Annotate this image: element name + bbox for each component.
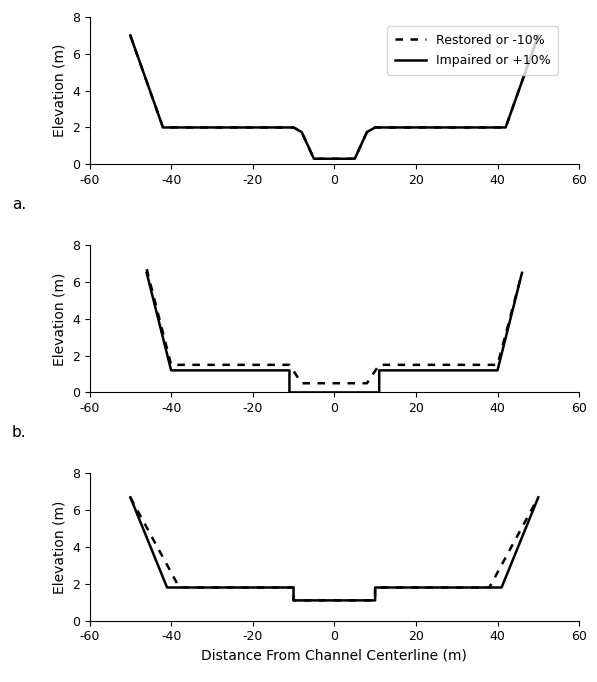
- Y-axis label: Elevation (m): Elevation (m): [53, 501, 66, 594]
- Text: b.: b.: [12, 426, 26, 441]
- Y-axis label: Elevation (m): Elevation (m): [53, 44, 66, 137]
- Text: a.: a.: [12, 197, 26, 212]
- Legend: Restored or -10%, Impaired or +10%: Restored or -10%, Impaired or +10%: [387, 26, 558, 75]
- Y-axis label: Elevation (m): Elevation (m): [53, 272, 66, 366]
- X-axis label: Distance From Channel Centerline (m): Distance From Channel Centerline (m): [201, 649, 467, 663]
